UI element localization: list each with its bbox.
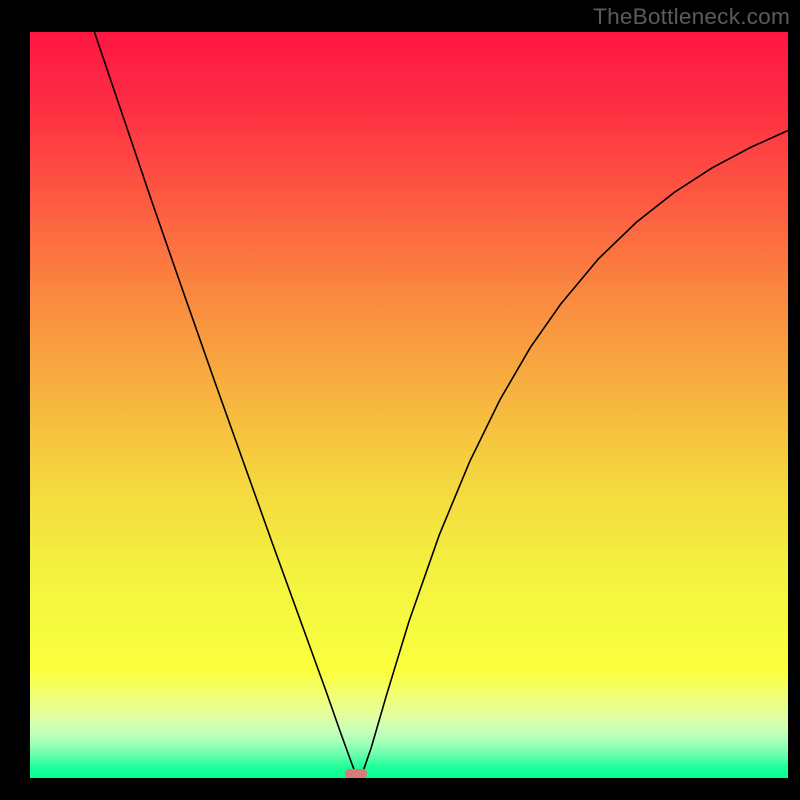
- bottleneck-curve: [30, 32, 788, 778]
- chart-container: TheBottleneck.com: [0, 0, 800, 800]
- frame-right: [788, 0, 800, 800]
- frame-bottom: [0, 778, 800, 800]
- curve-left-branch: [94, 32, 356, 774]
- curve-right-branch: [362, 130, 788, 774]
- frame-left: [0, 0, 30, 800]
- optimum-marker: [345, 769, 366, 777]
- plot-area: [30, 32, 788, 778]
- watermark-text: TheBottleneck.com: [593, 4, 790, 30]
